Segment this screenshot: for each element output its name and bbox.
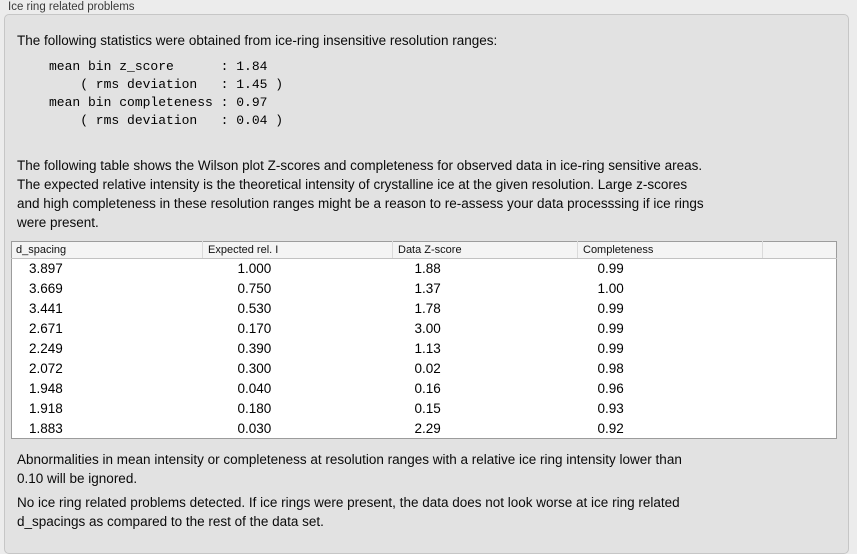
table-row[interactable]: 2.072 0.300 0.02 0.98 — [12, 358, 837, 378]
table-row[interactable]: 2.249 0.390 1.13 0.99 — [12, 339, 837, 359]
table-cell: 0.99 — [597, 261, 624, 277]
table-cell: 3.00 — [414, 321, 441, 337]
table-cell: 2.072 — [29, 360, 63, 376]
table-cell: 0.180 — [237, 400, 272, 416]
table-cell: 0.390 — [237, 341, 272, 356]
table-row[interactable]: 2.671 0.170 3.00 0.99 — [12, 319, 837, 339]
table-cell — [763, 299, 837, 319]
table-cell: 1.883 — [29, 420, 63, 436]
table-cell: 0.99 — [597, 301, 624, 317]
table-cell: 0.99 — [597, 321, 624, 337]
table-cell: 1.948 — [29, 380, 63, 396]
table-cell: 0.750 — [237, 281, 272, 297]
table-cell — [763, 358, 837, 378]
table-cell: 0.030 — [237, 420, 272, 436]
table-row[interactable]: 1.883 0.030 2.29 0.92 — [12, 418, 837, 438]
table-cell: 1.00 — [597, 281, 624, 297]
table-cell: 0.15 — [414, 400, 441, 416]
table-cell — [763, 339, 837, 359]
table-cell: 3.669 — [29, 281, 63, 297]
table-row[interactable]: 3.441 0.530 1.78 0.99 — [12, 299, 837, 319]
table-cell: 0.170 — [237, 321, 272, 337]
table-cell: 0.99 — [597, 341, 624, 356]
table-cell — [763, 259, 837, 279]
table-cell — [763, 279, 837, 299]
table-cell — [763, 319, 837, 339]
ice-ring-table: d_spacing Expected rel. I Data Z-score C… — [11, 241, 837, 440]
table-row[interactable]: 1.948 0.040 0.16 0.96 — [12, 378, 837, 398]
table-cell: 1.88 — [414, 261, 441, 277]
panel-title: Ice ring related problems — [8, 1, 135, 13]
conclusion-text: No ice ring related problems detected. I… — [17, 495, 680, 530]
table-cell: 1.37 — [414, 281, 441, 297]
table-cell: 0.92 — [597, 420, 624, 436]
table-cell: 2.249 — [29, 341, 63, 356]
table-cell: 0.98 — [597, 360, 624, 376]
ignore-note-text: Abnormalities in mean intensity or compl… — [17, 452, 682, 487]
table-row[interactable]: 3.897 1.000 1.88 0.99 — [12, 259, 837, 279]
ice-ring-panel: { "panel": { "title": "Ice ring related … — [4, 1, 849, 554]
table-header: d_spacing Expected rel. I Data Z-score C… — [11, 241, 837, 259]
table-cell: 1.918 — [29, 400, 63, 416]
table-cell: 1.78 — [414, 301, 441, 317]
table-cell: 0.300 — [237, 360, 272, 376]
table-cell: 0.93 — [597, 400, 624, 416]
table-row[interactable]: 3.669 0.750 1.37 1.00 — [12, 279, 837, 299]
table-cell: 3.441 — [29, 301, 63, 317]
table-cell: 0.530 — [237, 301, 272, 317]
column-header-data-z-score[interactable]: Data Z-score — [392, 241, 578, 259]
table-cell: 3.897 — [29, 261, 63, 277]
table-cell: 1.13 — [414, 341, 441, 356]
table-cell — [763, 418, 837, 438]
bin-statistics-block: mean bin z_score : 1.84 ( rms deviation … — [49, 59, 284, 128]
table-cell — [763, 378, 837, 398]
table-cell: 0.16 — [414, 380, 441, 396]
table-description-text: The following table shows the Wilson plo… — [17, 158, 704, 230]
column-header-completeness[interactable]: Completeness — [577, 241, 763, 259]
table-cell — [763, 398, 837, 418]
table-cell: 2.671 — [29, 321, 63, 337]
table-cell: 0.02 — [414, 360, 441, 376]
ice-ring-groupbox: The following statistics were obtained f… — [4, 14, 849, 554]
table-header-row: d_spacing Expected rel. I Data Z-score C… — [11, 241, 837, 259]
table-cell: 0.040 — [237, 380, 272, 396]
table-cell: 1.000 — [237, 261, 272, 277]
column-header-empty — [762, 241, 837, 259]
intro-text: The following statistics were obtained f… — [17, 33, 498, 48]
table-body: 3.897 1.000 1.88 0.99 3.669 0.750 1.37 1.00 3.44… — [12, 259, 837, 439]
table-row[interactable]: 1.918 0.180 0.15 0.93 — [12, 398, 837, 418]
table-cell: 0.96 — [597, 380, 624, 396]
column-header-expected-rel-i[interactable]: Expected rel. I — [202, 241, 393, 259]
column-header-d-spacing[interactable]: d_spacing — [11, 241, 203, 259]
table-cell: 2.29 — [414, 420, 441, 436]
